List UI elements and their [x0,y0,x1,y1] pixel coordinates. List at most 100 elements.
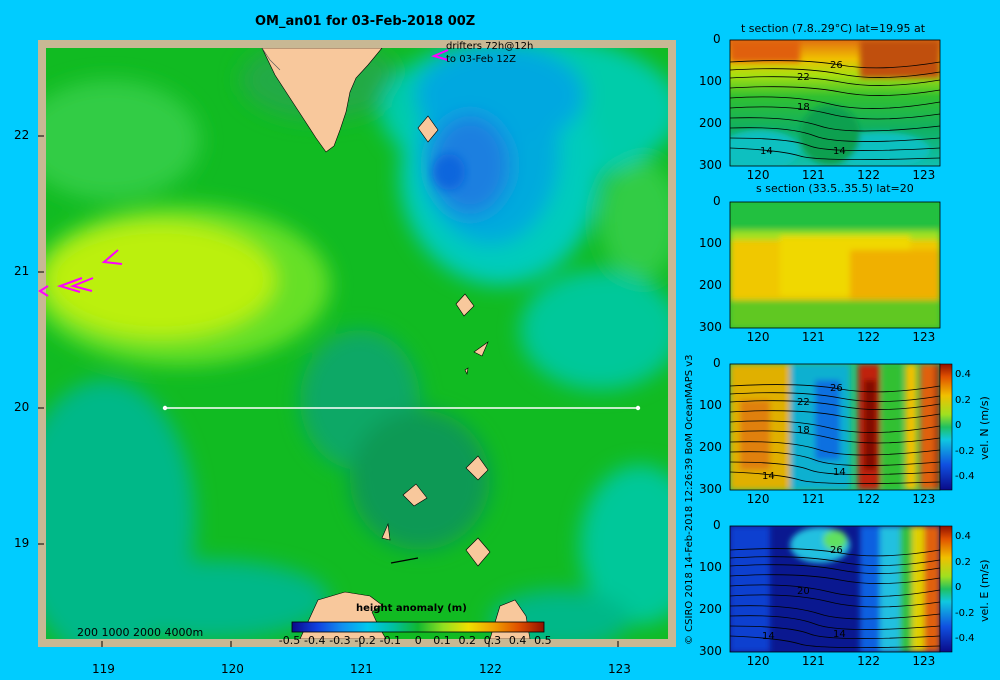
section-xtick-label: 121 [801,330,825,344]
section-xtick-label: 120 [746,330,770,344]
section-ytick-label: 200 [699,278,722,292]
taiwan-land [261,48,383,153]
xtick: 120 [221,662,244,676]
map-ticks [38,135,619,647]
section-colorbar-tick: 0 [955,582,962,593]
section-ytick-label: 300 [699,644,722,658]
colorbar-tick-label: 0.2 [458,634,477,647]
drifters-note-line1: drifters 72h@12h [446,41,534,52]
colorbar-tick-label: -0.5 [278,634,301,647]
contour-label: 14 [762,471,775,482]
section-ytick-label: 300 [699,320,722,334]
ve-section-panel [729,525,953,653]
section-colorbar-tick: 0 [955,420,962,431]
colorbar-tick-label: 0.5 [534,634,552,647]
section-colorbar-tick: 0.2 [955,394,971,406]
contour-label: 14 [760,146,773,157]
t-section-title: t section (7.8..29°C) lat=19.95 at [741,22,926,35]
contour-label: 14 [833,629,846,640]
xtick: 119 [92,662,115,676]
section-ytick-label: 0 [713,356,721,370]
ytick: 19 [14,536,30,550]
colorbar-tick-label: -0.4 [304,634,326,647]
colorbar-tick-label: 0.4 [508,634,527,647]
contour-label: 18 [797,102,810,113]
section-xtick-label: 123 [912,168,936,182]
xtick: 121 [350,662,373,676]
depth-legend: 200 1000 2000 4000m [77,626,204,639]
contour-label: 18 [797,425,810,436]
section-colorbar-tick: -0.4 [955,633,975,644]
contour-label: 26 [830,383,843,394]
contour-label: 22 [797,397,810,408]
vn-colorbar [939,363,953,491]
section-xtick-label: 122 [857,168,881,182]
ytick: 21 [14,264,30,278]
low-core [433,154,465,190]
section-colorbar-tick: -0.4 [955,471,975,482]
xtick: 122 [479,662,502,676]
drifter-arrows [38,49,449,297]
s-section-title: s section (33.5..35.5) lat=20 [756,182,914,195]
xtick: 123 [608,662,631,676]
contour-label: 20 [797,586,810,597]
ytick: 22 [14,128,30,142]
section-xtick-label: 123 [912,654,936,668]
section-ytick-label: 0 [713,194,721,208]
contour-label: 26 [830,60,843,71]
chart-title: OM_an01 for 03-Feb-2018 00Z [255,14,476,29]
contour-label: 14 [833,467,846,478]
section-xtick-label: 123 [912,330,936,344]
contour-label: 14 [833,146,846,157]
section-ytick-label: 100 [699,398,722,412]
section-ytick-label: 300 [699,482,722,496]
ve-label: vel. E (m/s) [978,559,991,622]
contour-label: 14 [762,631,775,642]
t-section-panel [729,39,941,167]
section-ytick-label: 200 [699,116,722,130]
section-colorbar-tick: -0.2 [955,445,975,457]
section-xtick-label: 120 [746,492,770,506]
section-xtick-label: 122 [857,492,881,506]
section-ytick-label: 0 [713,518,721,532]
section-xtick-label: 121 [801,492,825,506]
section-ytick-label: 100 [699,74,722,88]
colorbar-tick-label: 0.3 [483,634,502,647]
section-xtick-label: 120 [746,654,770,668]
colorbar-tick-label: -0.3 [329,634,351,647]
section-colorbar-tick: 0.4 [955,531,971,542]
anomaly-field [46,48,668,639]
section-ytick-label: 200 [699,602,722,616]
section-ytick-label: 0 [713,32,721,46]
ve-colorbar [939,525,953,653]
section-ytick-label: 100 [699,236,722,250]
vn-section-panel [729,363,953,491]
section-xtick-label: 123 [912,492,936,506]
section-line [162,405,641,411]
section-colorbar-tick: 0.4 [955,369,971,380]
section-xtick-label: 120 [746,168,770,182]
contour-label: 26 [830,545,843,556]
section-ytick-label: 300 [699,158,722,172]
drifters-note-line2: to 03-Feb 12Z [446,54,517,65]
colorbar-tick-label: -0.1 [379,634,402,647]
section-ytick-label: 200 [699,440,722,454]
section-ytick-label: 100 [699,560,722,574]
s-section-panel [729,201,941,329]
section-colorbar-tick: -0.2 [955,607,975,619]
contour-label: 22 [797,72,810,83]
colorbar [291,621,545,633]
colorbar-tick-label: 0 [414,634,422,647]
section-xtick-label: 122 [857,330,881,344]
ytick: 20 [14,400,30,414]
colorbar-tick-label: 0.1 [433,634,451,647]
section-xtick-label: 122 [857,654,881,668]
section-xtick-label: 121 [801,654,825,668]
colorbar-tick-label: -0.2 [354,634,376,647]
vn-label: vel. N (m/s) [978,396,991,460]
colorbar-title: height anomaly (m) [356,603,467,614]
section-xtick-label: 121 [801,168,825,182]
section-colorbar-tick: 0.2 [955,556,971,568]
